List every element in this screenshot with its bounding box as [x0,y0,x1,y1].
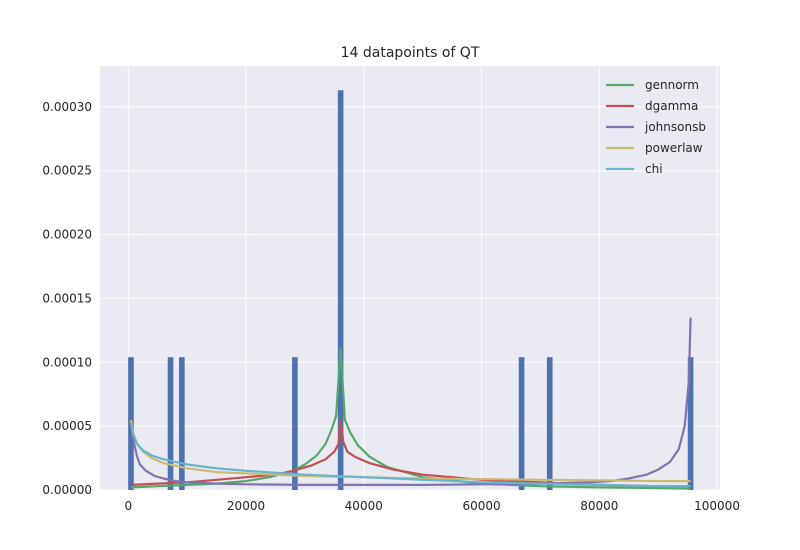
legend-label-gennorm: gennorm [645,78,699,92]
y-tick-label: 0.00030 [42,100,92,114]
fit-lines [129,317,692,490]
x-axis-ticks: 0 20000 40000 60000 80000 100000 [124,499,740,513]
y-tick-label: 0.00020 [42,228,92,242]
legend: gennorm dgamma johnsonsb powerlaw chi [606,78,706,176]
histogram-bar [687,357,694,490]
histogram-bar [518,357,525,490]
y-tick-label: 0.00005 [42,419,92,433]
histogram-bar [167,357,174,490]
y-tick-label: 0.00025 [42,164,92,178]
x-tick-label: 40000 [345,499,383,513]
series-line-chi [129,423,691,488]
legend-label-johnsonsb: johnsonsb [644,120,706,134]
series-line-johnsonsb [129,317,692,486]
grid-lines [100,66,720,491]
y-axis-ticks: 0.00000 0.00005 0.00010 0.00015 0.00020 0.000… [42,100,92,497]
legend-label-chi: chi [645,162,663,176]
x-tick-label: 100000 [694,499,740,513]
legend-label-dgamma: dgamma [645,99,698,113]
chart-title: 14 datapoints of QT [341,45,480,61]
histogram-bar [337,90,344,490]
plot-background [100,66,720,490]
x-tick-label: 60000 [462,499,500,513]
histogram-bar [179,357,185,490]
x-tick-label: 0 [124,499,132,513]
y-tick-label: 0.00000 [42,483,92,497]
histogram-bar [546,357,553,490]
histogram-bar [292,357,298,490]
legend-label-powerlaw: powerlaw [645,141,703,155]
x-tick-label: 80000 [580,499,618,513]
x-tick-label: 20000 [227,499,265,513]
y-tick-label: 0.00015 [42,291,92,305]
y-tick-label: 0.00010 [42,355,92,369]
